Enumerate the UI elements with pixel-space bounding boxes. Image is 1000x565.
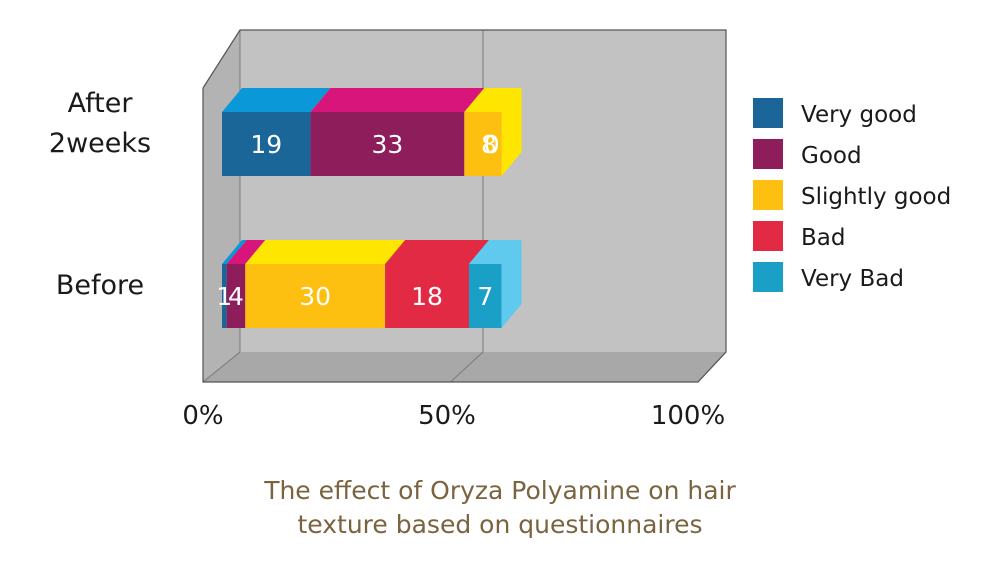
chart-bars	[222, 88, 522, 328]
data-label-before-good: 4	[228, 282, 244, 311]
category-label-after-2weeks-2: 2weeks	[49, 128, 151, 159]
bar-after-2weeks-slightly-good	[464, 112, 502, 176]
bar-before-slightly-good	[245, 264, 386, 328]
chart-data-labels: 19 33 80 14 30 18 7	[216, 130, 499, 311]
caption-line-2: texture based on questionnaires	[297, 510, 703, 539]
caption-line-1: The effect of Oryza Polyamine on hair	[264, 476, 736, 505]
bar-top-after-2weeks-very-good	[222, 88, 331, 112]
bar-before-good	[226, 264, 246, 328]
floor	[203, 352, 726, 382]
floor-gridline	[450, 351, 484, 383]
bar-after-2weeks-good	[310, 112, 465, 176]
chart-x-ticks: 0% 50% 100%	[182, 401, 725, 431]
chart-caption: The effect of Oryza Polyamine on hair te…	[0, 474, 1000, 542]
wall-outline	[202, 29, 727, 383]
legend-label-good: Good	[801, 143, 862, 169]
chart-legend: Very good Good Slightly good Bad Very Bad	[753, 98, 951, 292]
legend-label-slightly-good: Slightly good	[801, 184, 951, 210]
legend-swatch-bad	[753, 221, 783, 251]
bar-before-very-good	[222, 264, 227, 328]
bar-top-after-2weeks-good	[310, 88, 485, 112]
chart-category-labels: After 2weeks Before	[49, 88, 151, 301]
bar-before-bad	[385, 264, 469, 328]
category-label-before-1: Before	[56, 270, 144, 301]
back-wall	[203, 30, 726, 382]
x-tick-50: 50%	[418, 401, 476, 431]
data-label-before-bad: 18	[411, 282, 443, 311]
bar-top-before-bad	[385, 240, 489, 264]
bar-top-before-slightly-good	[245, 240, 406, 264]
bar-top-after-2weeks-slightly-good	[464, 88, 522, 112]
bar-after-2weeks-very-good	[222, 112, 311, 176]
floor-gridline	[202, 351, 241, 383]
side-wall	[203, 30, 240, 382]
bar-side-before	[501, 240, 522, 328]
legend-swatch-good	[753, 139, 783, 169]
legend-label-bad: Bad	[801, 225, 845, 251]
bar-top-before-very-bad	[468, 240, 522, 264]
bar-before-very-bad	[468, 264, 502, 328]
category-label-after-2weeks-1: After	[68, 88, 134, 119]
data-label-after-2weeks-slightly-good: 8	[481, 130, 497, 159]
bar-top-before-good	[226, 240, 266, 264]
data-label-after-2weeks-bad: 0	[484, 130, 500, 159]
data-label-before-very-bad: 7	[477, 282, 493, 311]
legend-swatch-very-bad	[753, 262, 783, 292]
legend-swatch-very-good	[753, 98, 783, 128]
bar-side-after-2weeks	[501, 88, 522, 176]
data-label-before-slightly-good: 30	[299, 282, 331, 311]
x-tick-100: 100%	[651, 401, 725, 431]
bar-top-before-very-good	[222, 240, 247, 264]
legend-swatch-slightly-good	[753, 180, 783, 210]
chart-walls	[202, 29, 727, 383]
x-tick-0: 0%	[182, 401, 223, 431]
legend-label-very-good: Very good	[801, 102, 917, 128]
data-label-before-very-good: 1	[216, 282, 232, 311]
legend-label-very-bad: Very Bad	[801, 266, 904, 292]
data-label-after-2weeks-very-good: 19	[250, 130, 282, 159]
data-label-after-2weeks-good: 33	[372, 130, 404, 159]
